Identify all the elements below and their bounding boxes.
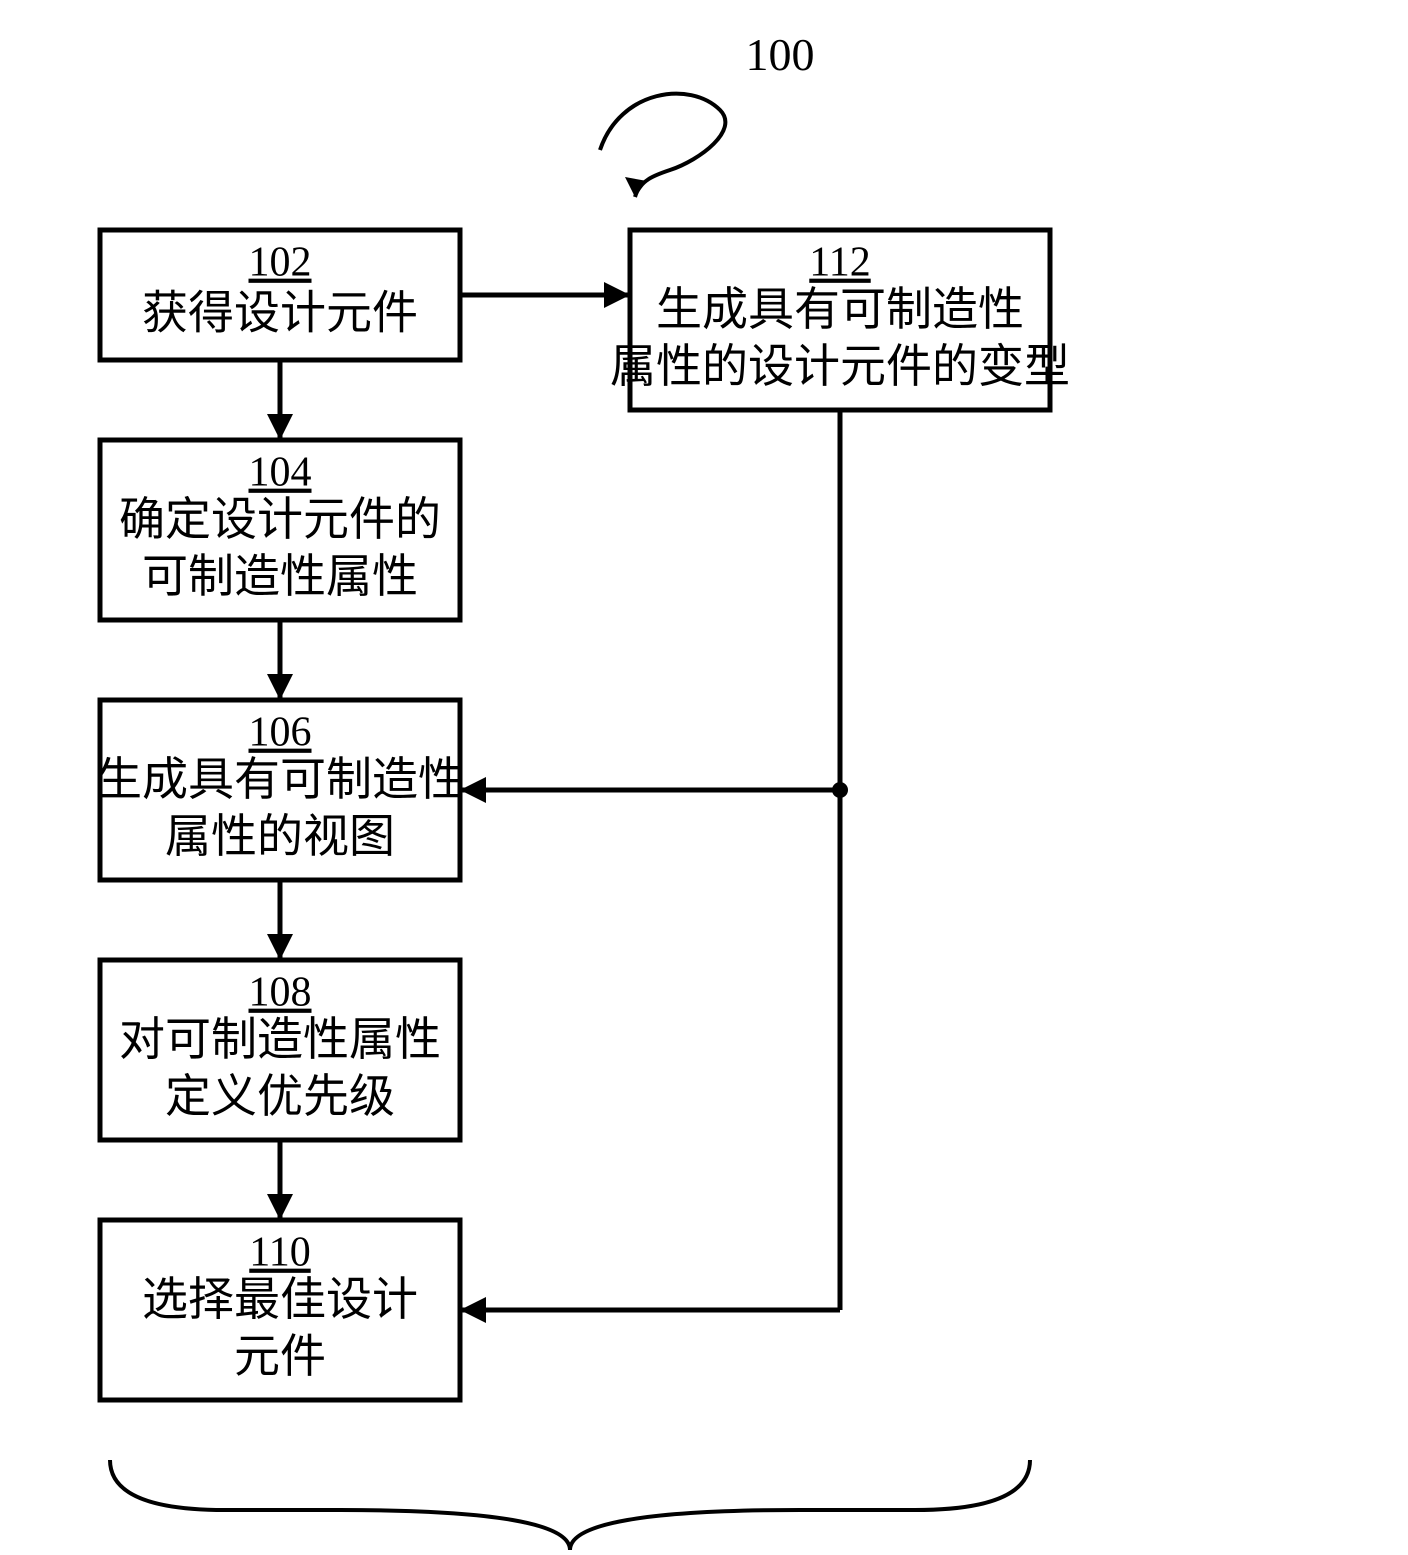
node-text-line: 属性的视图 — [165, 811, 395, 862]
arrowhead-left-icon — [460, 1297, 486, 1323]
node-n104: 104确定设计元件的可制造性属性 — [100, 440, 460, 620]
node-n108: 108对可制造性属性定义优先级 — [100, 960, 460, 1140]
node-text-line: 可制造性属性 — [142, 551, 418, 602]
arrowhead-down-icon — [267, 414, 293, 440]
node-number: 112 — [809, 240, 870, 286]
node-n110: 110选择最佳设计元件 — [100, 1220, 460, 1400]
node-text-line: 对可制造性属性 — [119, 1014, 441, 1065]
node-text-line: 获得设计元件 — [142, 288, 418, 339]
squiggle-arrow — [600, 94, 725, 197]
arrowhead-down-icon — [267, 674, 293, 700]
node-number: 106 — [249, 710, 312, 756]
node-text-line: 属性的设计元件的变型 — [610, 341, 1070, 392]
node-text-line: 确定设计元件的 — [119, 494, 441, 545]
bottom-brace — [110, 1460, 1030, 1550]
node-number: 104 — [249, 450, 312, 496]
node-n106: 106生成具有可制造性属性的视图 — [96, 700, 464, 880]
node-n102: 102获得设计元件 — [100, 230, 460, 360]
figure-label: 100 — [746, 29, 815, 80]
arrowhead-right-icon — [604, 282, 630, 308]
node-number: 110 — [249, 1230, 310, 1276]
arrowhead-down-icon — [267, 1194, 293, 1220]
node-number: 102 — [249, 240, 312, 286]
arrowhead-down-icon — [267, 934, 293, 960]
node-n112: 112生成具有可制造性属性的设计元件的变型 — [610, 230, 1070, 410]
node-text-line: 生成具有可制造性 — [656, 284, 1024, 335]
node-text-line: 生成具有可制造性 — [96, 754, 464, 805]
node-text-line: 选择最佳设计 — [142, 1274, 418, 1325]
node-text-line: 元件 — [234, 1331, 326, 1382]
node-number: 108 — [249, 970, 312, 1016]
flowchart-canvas: 100102获得设计元件104确定设计元件的可制造性属性106生成具有可制造性属… — [0, 0, 1408, 1555]
node-text-line: 定义优先级 — [165, 1071, 395, 1122]
squiggle-arrowhead — [625, 177, 647, 197]
